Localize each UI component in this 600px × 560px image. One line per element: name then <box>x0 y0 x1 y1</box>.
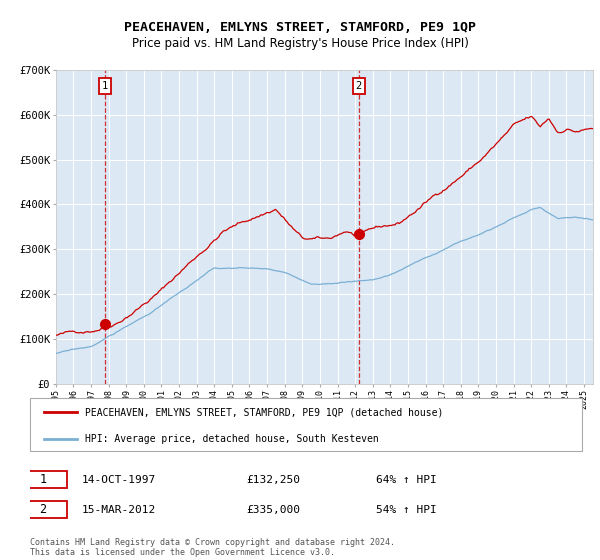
FancyBboxPatch shape <box>19 501 67 518</box>
Text: £335,000: £335,000 <box>246 505 300 515</box>
Text: Contains HM Land Registry data © Crown copyright and database right 2024.
This d: Contains HM Land Registry data © Crown c… <box>30 538 395 557</box>
FancyBboxPatch shape <box>19 472 67 488</box>
Text: 54% ↑ HPI: 54% ↑ HPI <box>376 505 436 515</box>
Text: 64% ↑ HPI: 64% ↑ HPI <box>376 475 436 485</box>
Text: Price paid vs. HM Land Registry's House Price Index (HPI): Price paid vs. HM Land Registry's House … <box>131 37 469 50</box>
Text: £132,250: £132,250 <box>246 475 300 485</box>
Text: 14-OCT-1997: 14-OCT-1997 <box>82 475 155 485</box>
Text: 1: 1 <box>102 81 108 91</box>
Text: 2: 2 <box>40 503 47 516</box>
Text: 15-MAR-2012: 15-MAR-2012 <box>82 505 155 515</box>
Text: 1: 1 <box>40 473 47 487</box>
FancyBboxPatch shape <box>30 398 582 451</box>
Text: PEACEHAVEN, EMLYNS STREET, STAMFORD, PE9 1QP: PEACEHAVEN, EMLYNS STREET, STAMFORD, PE9… <box>124 21 476 34</box>
Text: 2: 2 <box>356 81 362 91</box>
Text: HPI: Average price, detached house, South Kesteven: HPI: Average price, detached house, Sout… <box>85 434 379 444</box>
Text: PEACEHAVEN, EMLYNS STREET, STAMFORD, PE9 1QP (detached house): PEACEHAVEN, EMLYNS STREET, STAMFORD, PE9… <box>85 408 443 418</box>
